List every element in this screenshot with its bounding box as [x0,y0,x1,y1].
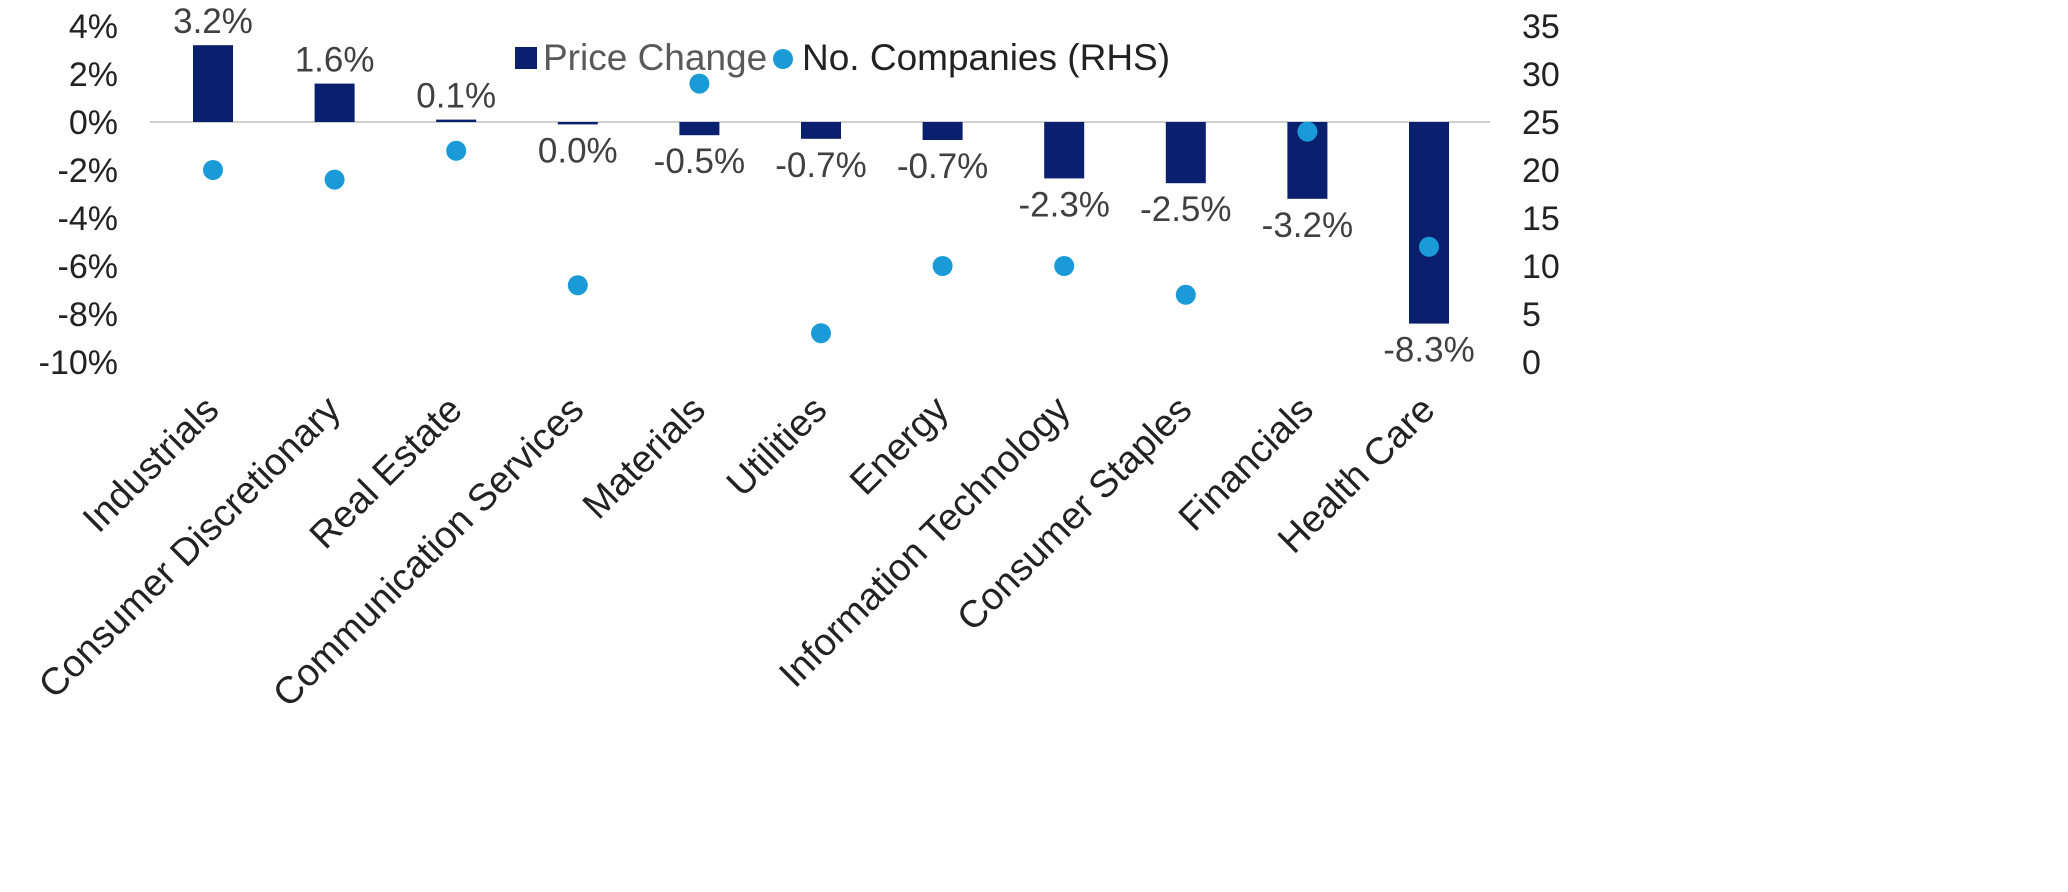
dot [1297,121,1318,142]
category-label: Utilities [719,389,835,505]
right-tick-label: 10 [1522,248,1560,286]
dot [1419,236,1439,257]
left-tick-label: 2% [69,56,118,94]
right-tick-label: 5 [1522,296,1541,334]
dot [324,169,345,190]
right-tick-label: 35 [1522,8,1560,46]
dot [1175,284,1196,305]
category-label: Energy [842,389,957,504]
bar-data-label: -0.7% [897,147,988,186]
bar-data-label: 0.1% [416,77,496,116]
bar-data-label: 3.2% [173,2,253,41]
bar [801,122,841,139]
bar-data-label: -0.5% [654,142,745,181]
dot [932,256,953,276]
bar [193,45,233,123]
dot-series [203,73,1439,344]
bar-series [193,45,1449,324]
left-tick-label: -10% [39,344,118,382]
legend-label-price-change: Price Change [543,37,767,78]
bar-data-label: -2.5% [1140,190,1231,229]
right-tick-label: 25 [1522,104,1560,142]
legend-bar-swatch [515,47,537,69]
bar-data-labels: 3.2% 1.6% 0.1% 0.0% -0.5% -0.7% -0.7% -2.3% -2.5… [173,2,1475,369]
left-tick-label: -4% [58,200,118,238]
bar [436,119,477,122]
legend: Price Change No. Companies (RHS) [515,37,1170,78]
bar [922,122,963,140]
bar-data-label: -8.3% [1383,331,1474,370]
dot [567,275,588,296]
dot [1054,256,1075,276]
right-axis: 35 30 25 20 15 10 5 0 [1522,8,1560,382]
bar [1409,122,1449,324]
left-tick-label: 4% [69,8,118,46]
right-tick-label: 30 [1522,56,1560,94]
dot [446,140,467,161]
bar-data-label: 0.0% [538,131,618,170]
legend-dot-swatch [773,49,793,69]
right-tick-label: 15 [1522,200,1560,238]
right-tick-label: 0 [1522,344,1541,382]
bar [1044,122,1085,179]
bar [1165,122,1206,184]
bar [314,83,355,122]
dot [811,323,831,344]
bar-data-label: 1.6% [295,41,375,80]
bar-data-label: -2.3% [1018,185,1109,224]
left-tick-label: 0% [69,104,118,142]
bar-data-label: -3.2% [1262,206,1353,245]
left-tick-label: -2% [58,152,118,190]
left-axis: 4% 2% 0% -2% -4% -6% -8% -10% [39,8,118,382]
left-tick-label: -6% [58,248,118,286]
legend-label-no-companies: No. Companies (RHS) [802,37,1170,78]
bar [557,122,598,125]
left-tick-label: -8% [58,296,118,334]
category-label: Materials [575,389,714,528]
right-tick-label: 20 [1522,152,1560,190]
dot [203,160,223,180]
bar-data-label: -0.7% [775,146,866,185]
category-label: Consumer Staples [949,389,1200,640]
bar [679,122,720,136]
dot [689,73,710,94]
